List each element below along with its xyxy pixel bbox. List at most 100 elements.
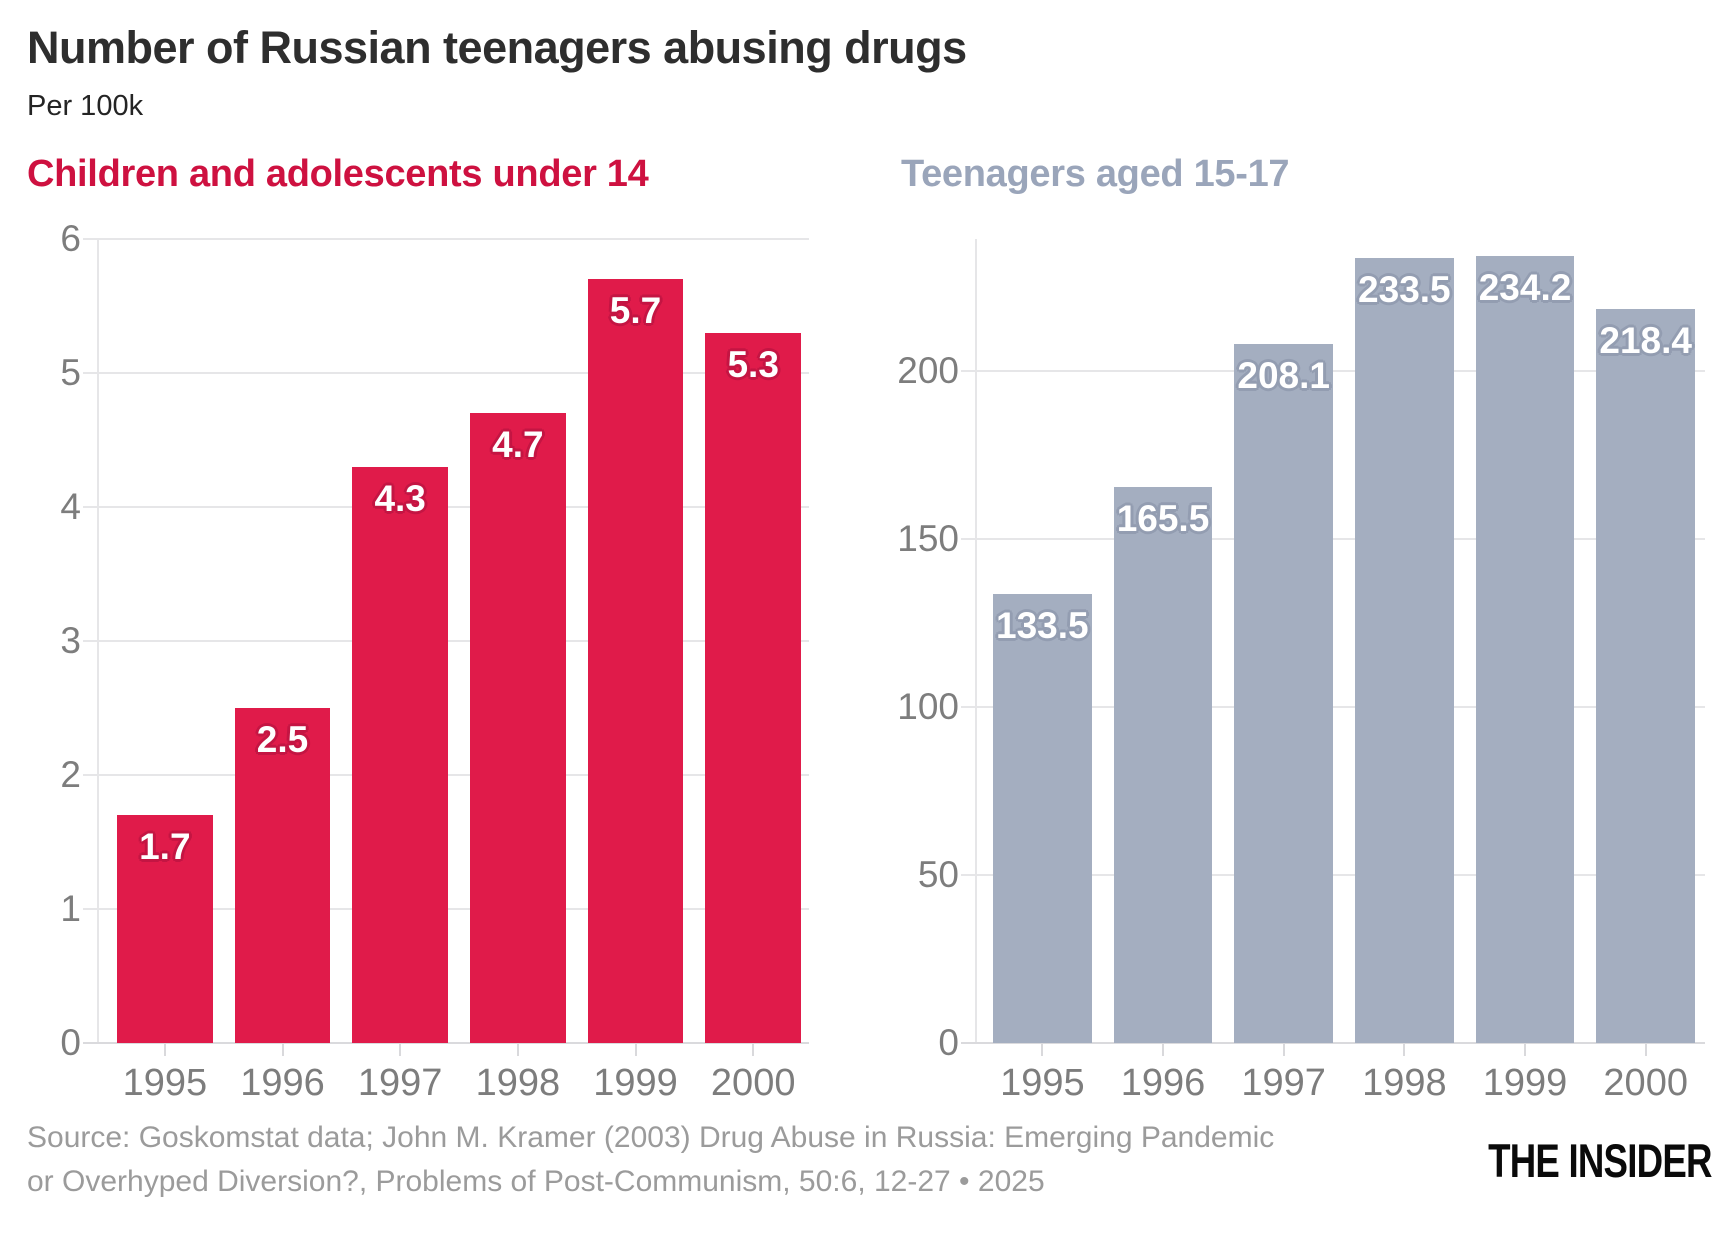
x-tick-mark — [281, 1042, 284, 1056]
x-cell: 2000 — [705, 1042, 801, 1105]
bars-group: 133.5 165.5 208.1 233.5 234.2 218.4 — [975, 239, 1705, 1043]
x-cell: 1999 — [1476, 1042, 1575, 1105]
x-tick-mark — [1644, 1042, 1647, 1056]
x-cell: 1996 — [235, 1042, 331, 1105]
y-axis: 0 50 100 150 200 — [897, 239, 975, 1063]
x-tick-mark — [163, 1042, 166, 1056]
x-cell: 1996 — [1114, 1042, 1213, 1105]
page-subtitle: Per 100k — [27, 89, 144, 122]
x-tick-mark — [1162, 1042, 1164, 1056]
x-tick-mark — [634, 1042, 637, 1056]
bar-value-label: 133.5 — [996, 605, 1089, 647]
plot-wrap: 1.7 2.5 4.3 4.7 5.7 5.3 1995 1996 1997 1998 1999 2… — [83, 237, 809, 1105]
plot-area: 1.7 2.5 4.3 4.7 5.7 5.3 — [83, 237, 809, 1044]
bar-value-label: 5.7 — [609, 289, 662, 331]
x-tick-label: 1997 — [357, 1061, 443, 1104]
bar-value-label: 234.2 — [1478, 266, 1572, 308]
x-tick-mark — [399, 1042, 402, 1056]
bar-value-label: 218.4 — [1599, 319, 1692, 361]
bar-1995: 1.7 — [117, 814, 213, 1043]
x-tick-label: 1999 — [593, 1061, 678, 1104]
bar-value-label: 233.5 — [1358, 269, 1451, 311]
baseline — [83, 1041, 809, 1044]
x-cell: 1999 — [588, 1042, 684, 1105]
x-tick-mark — [1282, 1042, 1285, 1056]
bars-group: 1.7 2.5 4.3 4.7 5.7 5.3 — [97, 239, 809, 1043]
x-tick-label: 2000 — [710, 1061, 796, 1104]
x-cell: 1995 — [117, 1042, 213, 1105]
bar-1998: 233.5 — [1355, 258, 1454, 1043]
bar-value-label: 4.7 — [492, 423, 544, 465]
y-tick-label: 200 — [897, 349, 959, 391]
bar-value-label: 2.5 — [256, 718, 309, 760]
chart-15-17: Teenagers aged 15-17 0 50 100 150 200 133.5 1… — [897, 151, 1705, 1105]
gridline — [83, 371, 809, 374]
chart-heading-15-17: Teenagers aged 15-17 — [901, 152, 1290, 195]
the-insider-logo: THE INSIDER — [1488, 1133, 1712, 1187]
y-tick-label: 3 — [60, 619, 81, 661]
bar-1997: 4.3 — [352, 466, 449, 1043]
bar-1999: 234.2 — [1475, 255, 1575, 1043]
bar-1995: 133.5 — [993, 594, 1092, 1043]
x-cell: 1998 — [1355, 1042, 1454, 1105]
x-tick-label: 1995 — [1000, 1061, 1085, 1104]
x-tick-label: 1999 — [1482, 1061, 1568, 1104]
y-tick-label: 50 — [917, 853, 959, 895]
x-tick-label: 1998 — [475, 1061, 561, 1104]
x-tick-mark — [1524, 1042, 1527, 1056]
source-line-1: Source: Goskomstat data; John M. Kramer … — [27, 1121, 1275, 1154]
y-tick-label: 150 — [897, 517, 959, 559]
bar-value-label: 4.3 — [374, 477, 426, 519]
baseline — [961, 1041, 1705, 1044]
bar-2000: 5.3 — [705, 332, 802, 1043]
bar-value-label: 165.5 — [1116, 497, 1210, 539]
y-tick-label: 100 — [897, 685, 959, 727]
chart-under-14: Children and adolescents under 14 0 1 2 3 4 5… — [27, 151, 809, 1105]
page-title: Number of Russian teenagers abusing drug… — [27, 22, 967, 73]
y-tick-label: 0 — [60, 1021, 81, 1063]
x-axis: 1995 1996 1997 1998 1999 2000 — [975, 1042, 1705, 1105]
x-tick-label: 1998 — [1362, 1061, 1447, 1104]
y-tick-label: 1 — [60, 887, 81, 929]
bar-value-label: 5.3 — [727, 343, 779, 385]
x-tick-mark — [752, 1042, 755, 1056]
y-axis-line — [975, 238, 977, 1043]
y-tick-label: 0 — [938, 1021, 959, 1063]
x-tick-label: 2000 — [1603, 1061, 1688, 1104]
charts-row: Children and adolescents under 14 0 1 2 3 4 5… — [27, 151, 1705, 1105]
plot-area: 133.5 165.5 208.1 233.5 234.2 218.4 — [961, 238, 1705, 1044]
x-tick-mark — [1403, 1042, 1406, 1056]
source-line-2: or Overhyped Diversion?, Problems of Pos… — [27, 1165, 1045, 1199]
x-tick-mark — [516, 1042, 519, 1056]
x-axis: 1995 1996 1997 1998 1999 2000 — [97, 1042, 809, 1105]
y-tick-label: 6 — [60, 217, 81, 259]
x-tick-label: 1997 — [1241, 1061, 1326, 1104]
header: Number of Russian teenagers abusing drug… — [0, 0, 1732, 123]
bar-1998: 4.7 — [470, 412, 566, 1043]
x-cell: 1998 — [470, 1042, 566, 1105]
y-tick-label: 5 — [60, 351, 81, 393]
y-tick-label: 2 — [60, 753, 81, 795]
x-cell: 1995 — [993, 1042, 1092, 1105]
y-axis: 0 1 2 3 4 5 6 — [27, 218, 97, 1063]
bar-1996: 2.5 — [234, 707, 331, 1043]
plot-wrap: 133.5 165.5 208.1 233.5 234.2 218.4 1995 1996 1… — [961, 238, 1705, 1105]
footer: Source: Goskomstat data; John M. Kramer … — [27, 1116, 1713, 1204]
bar-1996: 165.5 — [1113, 486, 1213, 1043]
x-tick-mark — [1041, 1042, 1044, 1056]
x-tick-label: 1996 — [1120, 1061, 1206, 1104]
x-tick-label: 1996 — [240, 1061, 325, 1104]
x-cell: 1997 — [1234, 1042, 1333, 1105]
bar-value-label: 1.7 — [139, 825, 191, 867]
bar-1999: 5.7 — [587, 278, 684, 1043]
x-cell: 1997 — [352, 1042, 448, 1105]
bar-1997: 208.1 — [1234, 343, 1334, 1043]
bar-value-label: 208.1 — [1237, 354, 1330, 396]
chart-heading-under-14: Children and adolescents under 14 — [27, 152, 649, 195]
x-tick-label: 1995 — [122, 1061, 208, 1104]
source-note: Source: Goskomstat data; John M. Kramer … — [27, 1116, 1274, 1204]
bar-2000: 218.4 — [1596, 308, 1696, 1043]
chart-body: 0 50 100 150 200 133.5 165.5 208.1 233.5 234.2 21… — [897, 238, 1705, 1105]
